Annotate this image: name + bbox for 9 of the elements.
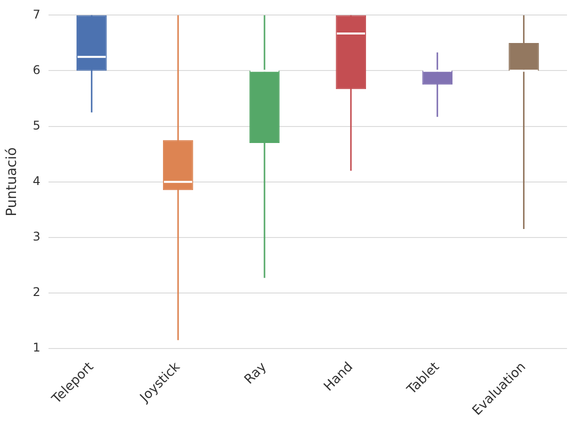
y-tick-label: 2: [32, 285, 40, 300]
y-tick-label: 6: [32, 62, 40, 77]
y-tick-label: 1: [32, 340, 40, 355]
y-tick-label: 7: [32, 7, 40, 22]
y-axis-title: Puntuació: [4, 147, 20, 216]
y-tick-label: 4: [32, 174, 40, 188]
x-tick-label: Ray: [242, 359, 270, 388]
y-tick-label: 3: [32, 230, 40, 244]
y-tick-label: 5: [32, 118, 40, 132]
